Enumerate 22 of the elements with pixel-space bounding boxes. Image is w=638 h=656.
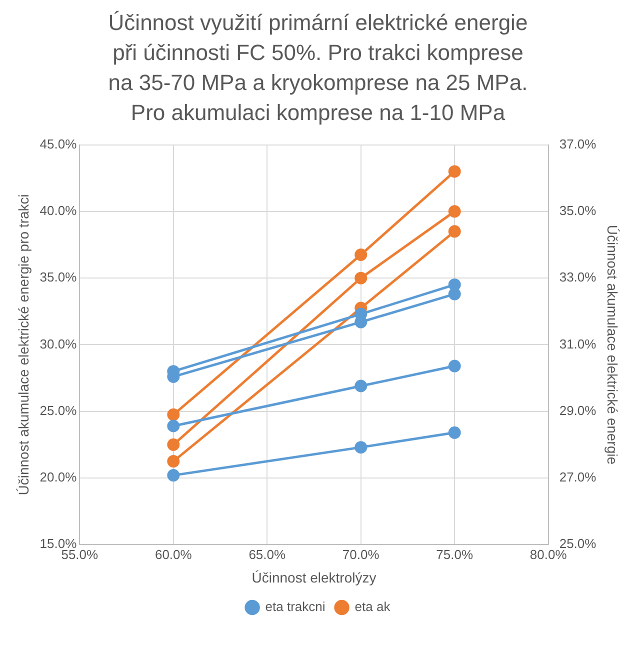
- y2-tick-label: 27.0%: [559, 470, 597, 485]
- y-tick-label: 35.0%: [40, 270, 78, 285]
- y-axis-title: Účinnost akumulace elektrické energie pro trakci: [15, 194, 32, 496]
- y-tick-label: 45.0%: [40, 136, 78, 152]
- x-tick-label: 65.0%: [248, 546, 286, 562]
- x-tick-label: 60.0%: [154, 546, 192, 562]
- y-tick-label: 40.0%: [40, 203, 78, 218]
- y2-tick-label: 33.0%: [559, 270, 597, 285]
- legend-label: eta ak: [354, 599, 391, 614]
- y2-tick-label: 35.0%: [559, 203, 597, 218]
- y2-axis-title: Účinnost akumulace elektrické energie: [604, 224, 621, 465]
- x-tick-label: 75.0%: [436, 546, 474, 562]
- x-axis-title: Účinnost elektrolýzy: [252, 569, 376, 586]
- legend-label: eta trakcni: [265, 599, 326, 614]
- y2-tick-label: 29.0%: [559, 402, 597, 418]
- y2-tick-label: 31.0%: [559, 336, 597, 352]
- y-tick-label: 20.0%: [40, 470, 78, 485]
- x-tick-label: 70.0%: [342, 546, 380, 562]
- y2-tick-label: 37.0%: [559, 136, 597, 152]
- y-tick-label: 25.0%: [40, 402, 78, 418]
- y-tick-label: 30.0%: [40, 336, 78, 352]
- chart-title: Účinnost využití primární elektrické energie při účinnosti FC 50%. Pro trakci komprese na 35-70 MPa a kryokomprese na 25 MPa. Pro akumulaci komprese na 1-10 MPa: [107, 9, 529, 127]
